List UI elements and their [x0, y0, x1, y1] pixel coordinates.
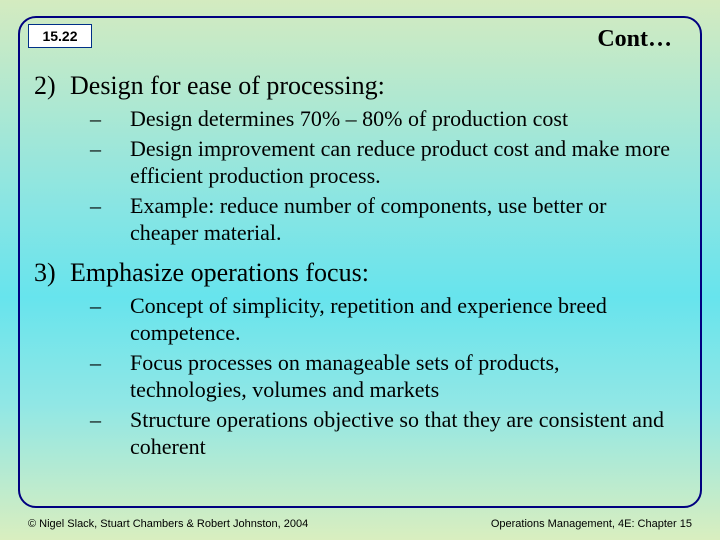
footer: © Nigel Slack, Stuart Chambers & Robert … [28, 518, 692, 530]
sub-text: Design improvement can reduce product co… [130, 135, 686, 190]
list-item: 2) Design for ease of processing: – Desi… [34, 70, 686, 247]
dash-icon: – [90, 406, 130, 434]
item-number: 2) [34, 70, 70, 101]
sub-item: – Structure operations objective so that… [90, 406, 686, 461]
content-area: 2) Design for ease of processing: – Desi… [34, 70, 686, 471]
dash-icon: – [90, 349, 130, 377]
sub-text: Design determines 70% – 80% of productio… [130, 105, 686, 133]
dash-icon: – [90, 135, 130, 163]
sub-list: – Design determines 70% – 80% of product… [90, 105, 686, 247]
slide-number: 15.22 [42, 28, 77, 44]
sub-item: – Concept of simplicity, repetition and … [90, 292, 686, 347]
footer-right: Operations Management, 4E: Chapter 15 [491, 518, 692, 530]
sub-item: – Design improvement can reduce product … [90, 135, 686, 190]
sub-text: Concept of simplicity, repetition and ex… [130, 292, 686, 347]
sub-item: – Design determines 70% – 80% of product… [90, 105, 686, 133]
sub-item: – Example: reduce number of components, … [90, 192, 686, 247]
list-item: 3) Emphasize operations focus: – Concept… [34, 257, 686, 461]
dash-icon: – [90, 105, 130, 133]
dash-icon: – [90, 192, 130, 220]
item-number: 3) [34, 257, 70, 288]
dash-icon: – [90, 292, 130, 320]
sub-text: Example: reduce number of components, us… [130, 192, 686, 247]
slide-number-box: 15.22 [28, 24, 92, 48]
item-title: Design for ease of processing: [70, 70, 686, 101]
sub-item: – Focus processes on manageable sets of … [90, 349, 686, 404]
slide: 15.22 Cont… 2) Design for ease of proces… [0, 0, 720, 540]
item-heading: 3) Emphasize operations focus: [34, 257, 686, 288]
sub-list: – Concept of simplicity, repetition and … [90, 292, 686, 461]
item-title: Emphasize operations focus: [70, 257, 686, 288]
item-heading: 2) Design for ease of processing: [34, 70, 686, 101]
footer-left: © Nigel Slack, Stuart Chambers & Robert … [28, 518, 308, 530]
continuation-label: Cont… [597, 26, 672, 53]
sub-text: Structure operations objective so that t… [130, 406, 686, 461]
sub-text: Focus processes on manageable sets of pr… [130, 349, 686, 404]
